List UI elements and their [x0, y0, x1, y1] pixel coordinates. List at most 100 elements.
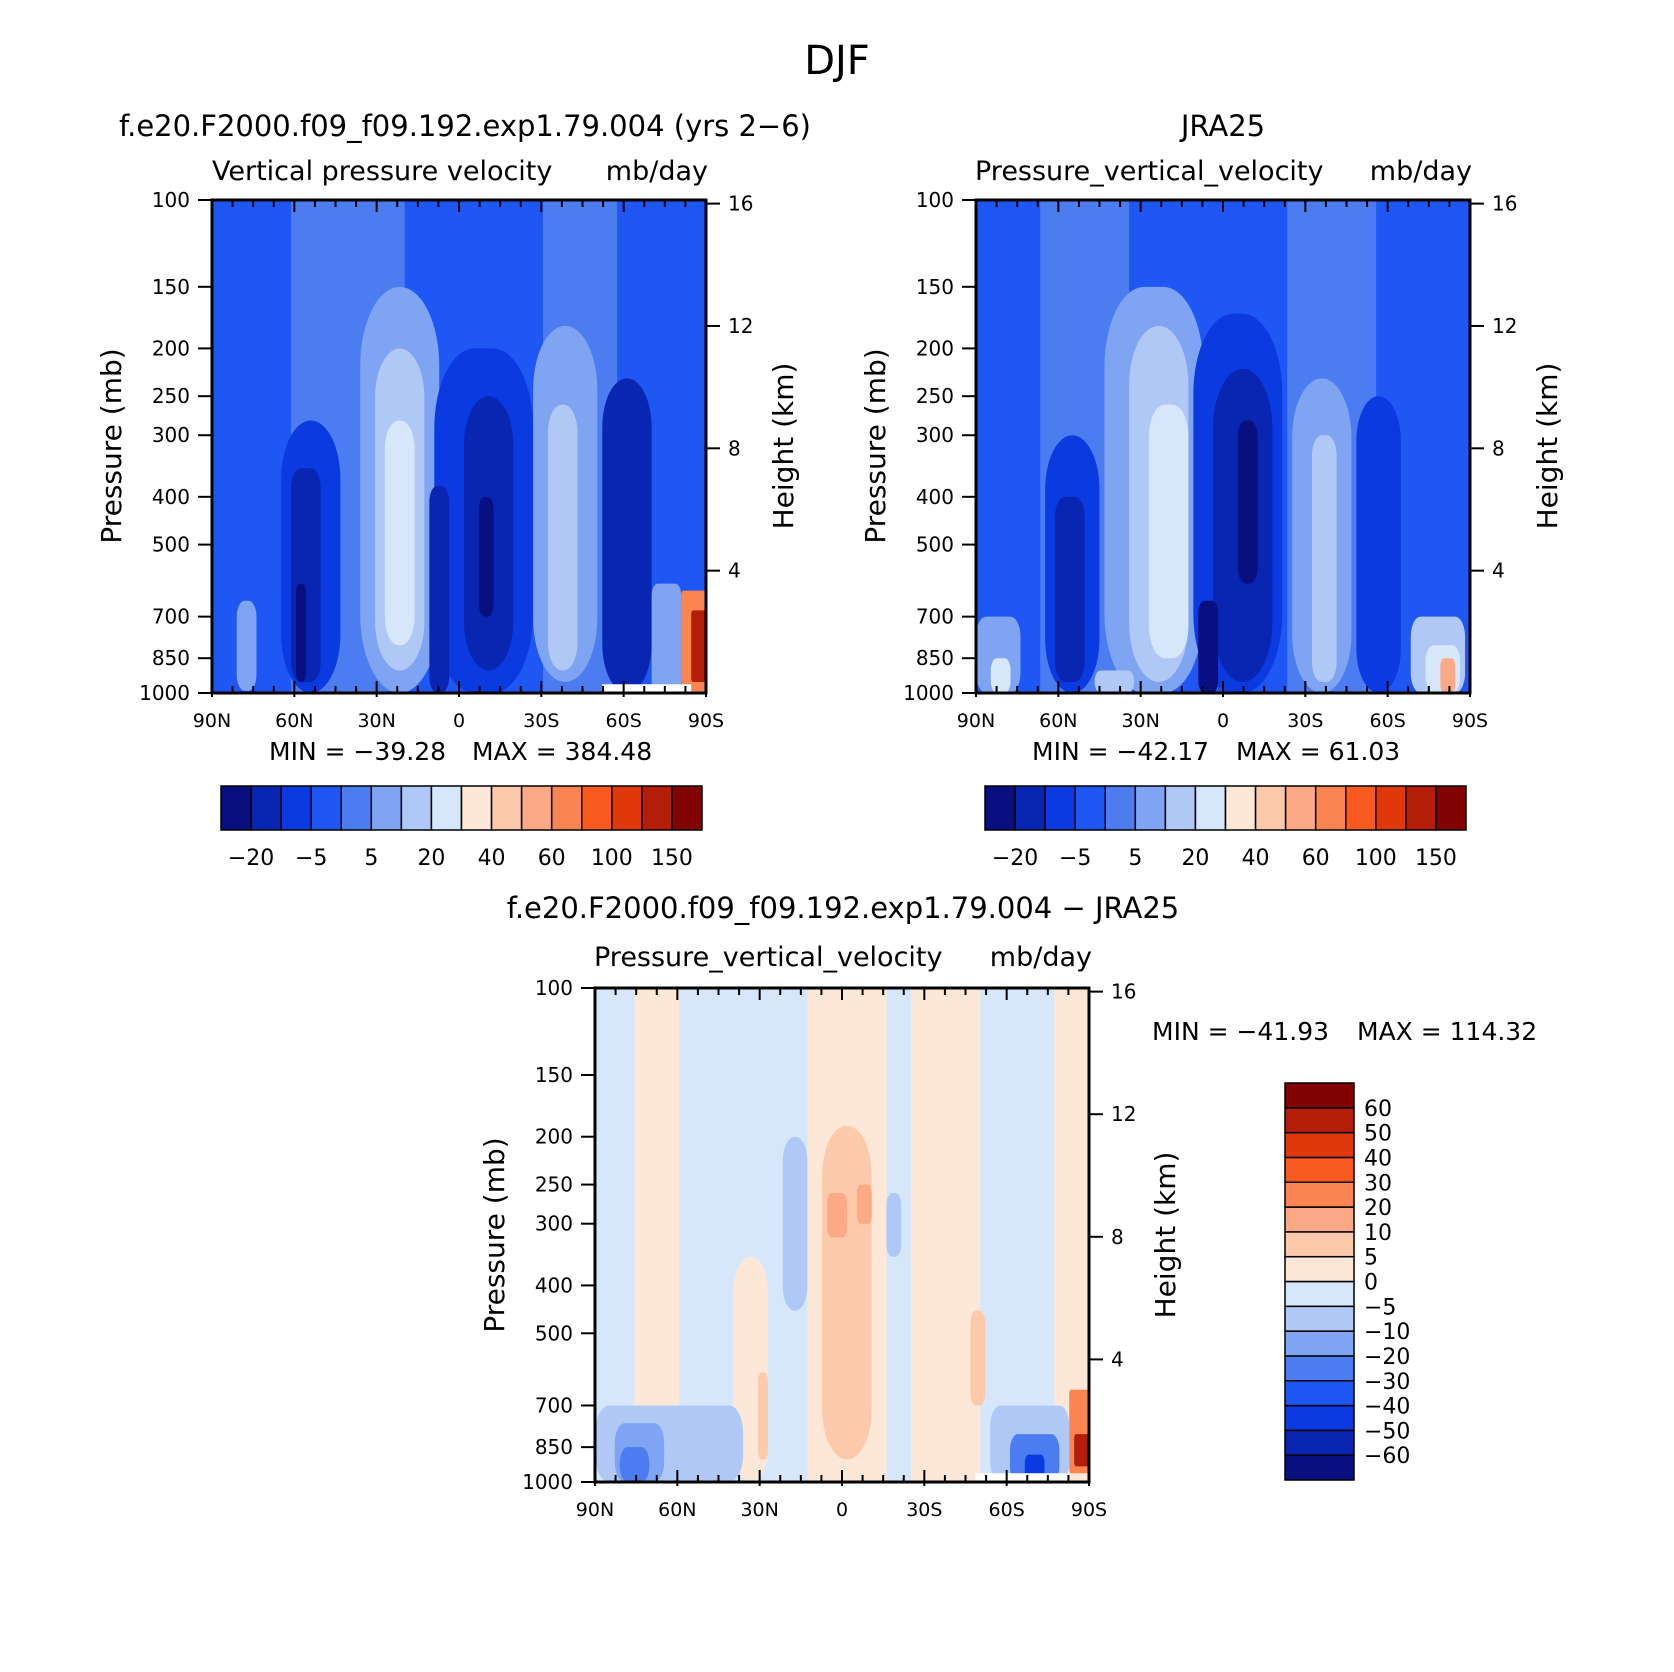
colorbar-label: −10 — [1364, 1320, 1410, 1345]
x-tick-label: 60N — [658, 1499, 696, 1521]
panel-obs-min: MIN = −42.17 — [1032, 737, 1209, 766]
colorbar-label: 150 — [1415, 846, 1457, 871]
y-tick-label: 850 — [916, 646, 954, 670]
y-tick-label: 400 — [152, 485, 190, 509]
y-tick-label: 250 — [535, 1173, 573, 1197]
colorbar-label: 40 — [1242, 846, 1270, 871]
contour-region — [1074, 1434, 1089, 1467]
panel-diff-variable: Pressure_vertical_velocity — [594, 942, 943, 973]
x-tick-label: 60S — [989, 1499, 1025, 1521]
x-tick-label: 30S — [1287, 710, 1323, 732]
x-tick-label: 90N — [576, 1499, 614, 1521]
y-tick-label: 400 — [916, 485, 954, 509]
colorbar-swatch — [1284, 1082, 1355, 1109]
y-tick-label: 250 — [916, 384, 954, 408]
y-tick-label: 700 — [916, 605, 954, 629]
colorbar-label: 60 — [1302, 846, 1330, 871]
colorbar-swatch — [1254, 785, 1287, 831]
colorbar-label: 5 — [364, 846, 378, 871]
y-tick-label: 500 — [152, 533, 190, 557]
panel-diff-x-ticks: 90N 60N 30N 0 30S 60S 90S — [576, 988, 1107, 1521]
colorbar-swatch — [641, 785, 673, 831]
colorbar-swatch — [1345, 785, 1377, 831]
colorbar-label: −20 — [228, 846, 274, 871]
colorbar-swatch — [1284, 1131, 1355, 1159]
contour-region — [758, 1372, 768, 1460]
colorbar-swatch — [671, 785, 703, 831]
x-tick-label: 0 — [453, 710, 465, 732]
height-tick-label: 4 — [728, 559, 741, 583]
height-tick-label: 4 — [1492, 559, 1505, 583]
colorbar-swatch — [280, 785, 312, 831]
y-tick-label: 150 — [535, 1063, 573, 1087]
panel-model-units: mb/day — [606, 156, 708, 187]
colorbar-swatch — [250, 785, 282, 831]
colorbar-swatch — [1044, 785, 1076, 831]
y-tick-label: 850 — [152, 646, 190, 670]
panel-model-x-ticks: 90N 60N 30N 0 30S 60S 90S — [193, 200, 724, 732]
panel-obs: JRA25 Pressure_vertical_velocity mb/day … — [859, 109, 1564, 871]
contour-region — [1055, 496, 1085, 683]
y-tick-label: 300 — [152, 423, 190, 447]
panel-diff-ylabel: Pressure (mb) — [478, 1137, 511, 1332]
colorbar-label: 10 — [1364, 1221, 1392, 1246]
panel-model-ylabel: Pressure (mb) — [95, 348, 128, 543]
x-tick-label: 90S — [688, 710, 724, 732]
height-tick-label: 8 — [728, 436, 741, 460]
contour-region — [384, 420, 415, 646]
panel-obs-height-ticks: 4 8 12 16 — [1470, 192, 1517, 583]
contour-band — [634, 988, 679, 1482]
x-tick-label: 90S — [1452, 710, 1488, 732]
contour-region — [295, 583, 306, 683]
panel-obs-colorbar: −20 −5 5 20 40 60 100 150 — [984, 785, 1467, 871]
colorbar-swatch — [1284, 1156, 1355, 1183]
colorbar-label: −60 — [1364, 1444, 1410, 1469]
panel-diff-height-ticks: 4 8 12 16 — [1089, 980, 1136, 1371]
height-tick-label: 12 — [1111, 1102, 1136, 1126]
colorbar-swatch — [1375, 785, 1407, 831]
colorbar-label: −5 — [1364, 1295, 1396, 1320]
colorbar-swatch — [1284, 1380, 1355, 1407]
colorbar-label: −5 — [1059, 846, 1091, 871]
contour-region — [602, 378, 652, 693]
x-tick-label: 60S — [1370, 710, 1406, 732]
colorbar-swatch — [1284, 1206, 1355, 1233]
colorbar-swatch — [1224, 785, 1257, 831]
y-tick-label: 1000 — [522, 1470, 573, 1494]
colorbar-swatch — [1284, 1305, 1355, 1332]
y-tick-label: 200 — [152, 336, 190, 360]
colorbar-swatch — [1284, 785, 1317, 831]
colorbar-swatch — [1284, 1355, 1355, 1382]
x-tick-label: 90S — [1071, 1499, 1107, 1521]
panel-diff-contours — [595, 988, 1089, 1482]
colorbar-label: 60 — [538, 846, 566, 871]
x-tick-label: 30N — [1121, 710, 1159, 732]
missing-data-region — [975, 1473, 1070, 1482]
y-tick-label: 100 — [152, 188, 190, 212]
panel-diff-min: MIN = −41.93 — [1152, 1017, 1329, 1046]
colorbar-swatch — [1134, 785, 1167, 831]
contour-region — [478, 496, 494, 617]
colorbar-label: 40 — [1364, 1146, 1392, 1171]
contour-region — [547, 404, 578, 671]
height-tick-label: 4 — [1111, 1347, 1124, 1371]
colorbar-swatch — [490, 785, 523, 831]
colorbar-label: 40 — [478, 846, 506, 871]
panel-model-variable: Vertical pressure velocity — [212, 156, 552, 187]
panel-diff: f.e20.F2000.f09_f09.192.exp1.79.004 − JR… — [478, 891, 1537, 1521]
colorbar-swatch — [1284, 1429, 1355, 1456]
panel-diff-max: MAX = 114.32 — [1357, 1017, 1537, 1046]
y-tick-label: 700 — [535, 1393, 573, 1417]
colorbar-label: −5 — [295, 846, 327, 871]
colorbar-swatch — [1405, 785, 1437, 831]
panel-obs-ylabel: Pressure (mb) — [859, 348, 892, 543]
panel-diff-units: mb/day — [990, 942, 1092, 973]
y-tick-label: 850 — [535, 1435, 573, 1459]
colorbar-swatch — [550, 785, 583, 831]
contour-region — [886, 1192, 902, 1257]
colorbar-label: 0 — [1364, 1271, 1378, 1296]
panel-obs-x-ticks: 90N 60N 30N 0 30S 60S 90S — [957, 200, 1488, 732]
panel-model: f.e20.F2000.f09_f09.192.exp1.79.004 (yrs… — [95, 109, 811, 871]
